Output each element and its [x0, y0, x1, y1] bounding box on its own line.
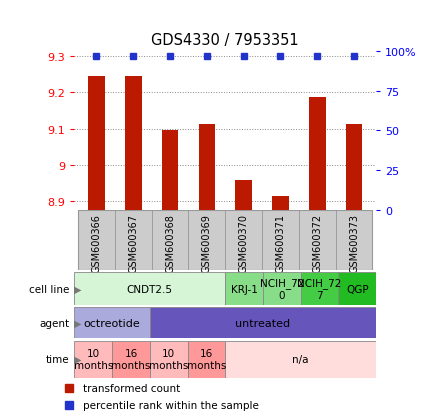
Text: CNDT2.5: CNDT2.5: [127, 284, 173, 294]
Text: octreotide: octreotide: [84, 318, 141, 328]
Bar: [346, 125, 363, 211]
Bar: [188, 211, 225, 271]
Text: NCIH_72
0: NCIH_72 0: [260, 278, 304, 300]
Text: 16
months: 16 months: [111, 349, 150, 370]
Bar: [74, 341, 112, 378]
Text: percentile rank within the sample: percentile rank within the sample: [83, 401, 259, 411]
Text: ▶: ▶: [74, 284, 81, 294]
Text: GSM600372: GSM600372: [312, 214, 322, 273]
Text: transformed count: transformed count: [83, 383, 180, 393]
Bar: [162, 131, 178, 211]
Bar: [235, 181, 252, 211]
Text: ▶: ▶: [74, 318, 81, 328]
Bar: [198, 125, 215, 211]
Bar: [78, 211, 115, 271]
Title: GDS4330 / 7953351: GDS4330 / 7953351: [151, 33, 299, 47]
Bar: [263, 273, 300, 306]
Text: GSM600369: GSM600369: [202, 214, 212, 272]
Text: agent: agent: [39, 318, 69, 328]
Bar: [187, 341, 225, 378]
Text: GSM600370: GSM600370: [239, 214, 249, 273]
Bar: [74, 273, 225, 306]
Bar: [299, 211, 336, 271]
Bar: [338, 273, 376, 306]
Text: 10
months: 10 months: [74, 349, 113, 370]
Text: ▶: ▶: [74, 354, 81, 364]
Bar: [150, 308, 376, 339]
Text: time: time: [45, 354, 69, 364]
Bar: [152, 211, 188, 271]
Text: GSM600373: GSM600373: [349, 214, 359, 273]
Bar: [225, 273, 263, 306]
Text: NCIH_72
7: NCIH_72 7: [298, 278, 342, 300]
Bar: [225, 211, 262, 271]
Text: KRJ-1: KRJ-1: [231, 284, 258, 294]
Bar: [125, 77, 142, 211]
Bar: [112, 341, 150, 378]
Text: cell line: cell line: [29, 284, 69, 294]
Bar: [88, 77, 105, 211]
Bar: [115, 211, 152, 271]
Bar: [272, 196, 289, 211]
Bar: [262, 211, 299, 271]
Bar: [150, 341, 187, 378]
Text: GSM600368: GSM600368: [165, 214, 175, 272]
Text: untreated: untreated: [235, 318, 291, 328]
Bar: [300, 273, 338, 306]
Text: QGP: QGP: [346, 284, 368, 294]
Bar: [336, 211, 372, 271]
Bar: [309, 97, 326, 211]
Text: GSM600366: GSM600366: [91, 214, 102, 272]
Text: n/a: n/a: [292, 354, 309, 364]
Text: GSM600371: GSM600371: [275, 214, 286, 273]
Bar: [74, 308, 150, 339]
Text: GSM600367: GSM600367: [128, 214, 138, 273]
Bar: [225, 341, 376, 378]
Text: 10
months: 10 months: [149, 349, 188, 370]
Text: 16
months: 16 months: [187, 349, 226, 370]
